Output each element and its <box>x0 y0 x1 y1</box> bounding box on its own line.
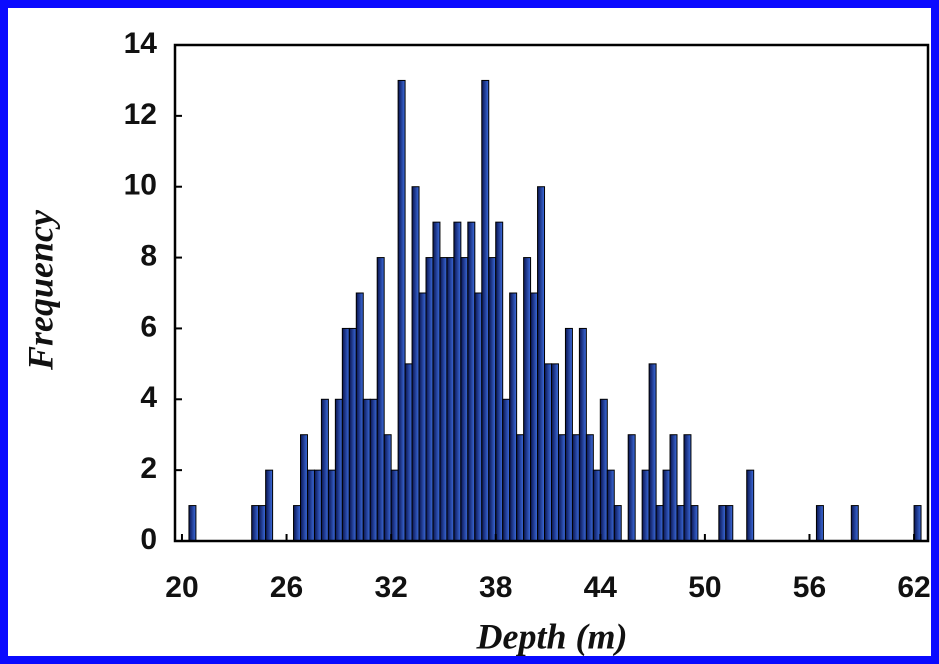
bar <box>397 79 406 542</box>
bar <box>913 505 922 542</box>
bar <box>599 398 608 542</box>
bar <box>334 398 343 542</box>
y-tick-label: 4 <box>140 381 157 414</box>
bar <box>725 505 734 542</box>
bar <box>509 292 518 542</box>
bar <box>564 327 573 542</box>
bar <box>418 292 427 542</box>
x-tick-label: 20 <box>165 571 198 604</box>
bar <box>446 257 455 542</box>
bar <box>265 469 274 542</box>
bar <box>390 469 399 542</box>
bar <box>188 505 197 542</box>
bar <box>306 469 315 542</box>
bar <box>571 434 580 542</box>
bar <box>481 79 490 542</box>
bar <box>655 505 664 542</box>
bar <box>718 505 727 542</box>
bar <box>376 257 385 542</box>
bar <box>432 221 441 542</box>
bar <box>355 292 364 542</box>
bar <box>537 186 546 542</box>
bar <box>439 257 448 542</box>
bar <box>474 292 483 542</box>
x-tick-label: 32 <box>374 571 407 604</box>
bar <box>411 186 420 542</box>
bar <box>383 434 392 542</box>
bar <box>641 469 650 542</box>
y-tick-label: 8 <box>140 239 157 272</box>
y-tick-label: 0 <box>140 523 157 556</box>
bar <box>362 398 371 542</box>
bar <box>467 221 476 542</box>
bar <box>648 363 657 542</box>
x-tick-label: 50 <box>688 571 721 604</box>
bar <box>313 469 322 542</box>
bar <box>585 434 594 542</box>
bar <box>690 505 699 542</box>
bar <box>425 257 434 542</box>
bar <box>592 469 601 542</box>
bar <box>669 434 678 542</box>
bar <box>516 434 525 542</box>
bar <box>293 505 301 542</box>
bar <box>251 505 260 542</box>
bar <box>488 257 497 542</box>
x-tick-label: 62 <box>897 571 930 604</box>
x-tick-label: 56 <box>793 571 826 604</box>
bar <box>627 434 636 542</box>
bar <box>523 257 532 542</box>
bar <box>341 327 350 542</box>
bar <box>348 327 357 542</box>
bar <box>850 505 859 542</box>
bar <box>502 398 511 542</box>
bar <box>683 434 692 542</box>
plot-frame <box>173 43 930 543</box>
bar <box>327 469 336 542</box>
bar <box>606 469 615 542</box>
bar <box>320 398 329 542</box>
bar <box>557 434 566 542</box>
x-tick-label: 38 <box>479 571 512 604</box>
bar <box>662 469 671 542</box>
bar <box>530 292 539 542</box>
x-axis-title: Depth (m) <box>476 616 628 656</box>
y-tick-label: 2 <box>140 452 157 485</box>
bar <box>613 505 622 542</box>
bar <box>815 505 824 542</box>
bar <box>369 398 378 542</box>
bar <box>258 505 267 542</box>
y-tick-label: 14 <box>124 27 158 60</box>
bar <box>551 363 559 542</box>
y-axis-title: Frequency <box>20 209 60 371</box>
x-tick-label: 26 <box>270 571 303 604</box>
bar <box>544 363 552 542</box>
bar <box>746 469 755 542</box>
bar <box>676 505 685 542</box>
bar <box>460 257 469 542</box>
y-tick-label: 12 <box>124 98 157 131</box>
x-tick-label: 44 <box>584 571 618 604</box>
bar <box>300 434 308 542</box>
y-tick-label: 6 <box>140 310 157 343</box>
bar <box>404 363 413 542</box>
bar <box>578 327 587 542</box>
bar <box>453 221 462 542</box>
y-tick-label: 10 <box>124 169 157 202</box>
bar <box>495 221 504 542</box>
